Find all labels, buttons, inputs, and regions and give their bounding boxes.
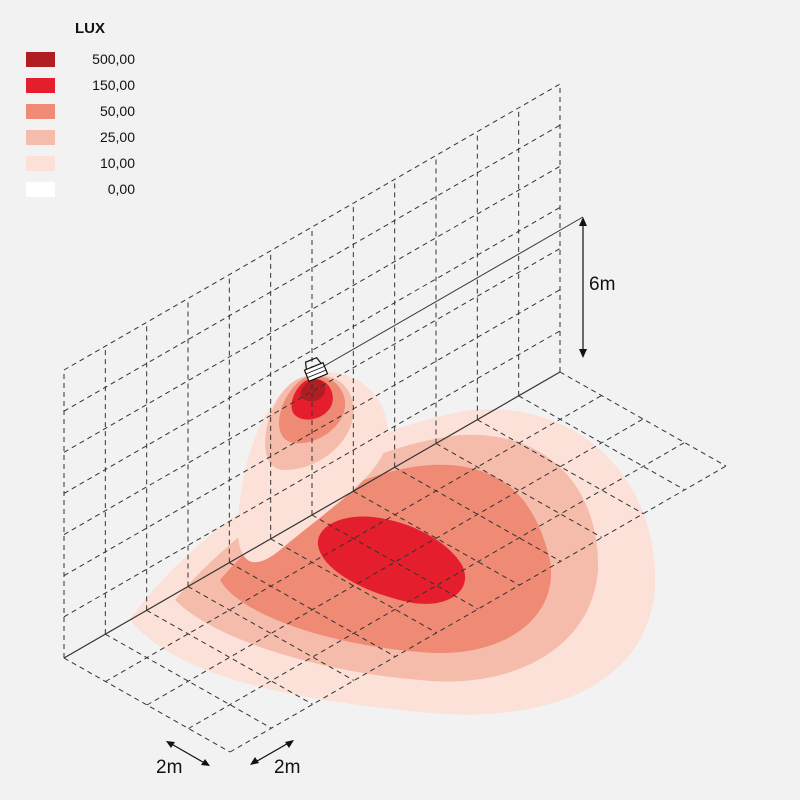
legend-label: 0,00 (107, 181, 135, 197)
height-label: 6m (589, 274, 615, 295)
floor-grid-line (559, 371, 727, 467)
wall-grid-line (63, 289, 561, 577)
grid-dimension-y (250, 740, 294, 765)
legend-item: 10,00 (26, 150, 146, 176)
floor-grid-line (435, 443, 603, 538)
wall-grid-line (63, 83, 561, 371)
wall-grid-line (63, 124, 561, 412)
floor-grid-line (229, 562, 396, 658)
wall-grid-line (63, 165, 561, 453)
wall-floor-edge (63, 371, 561, 659)
floor-grid-line (187, 586, 355, 681)
legend-swatch (26, 51, 55, 67)
legend-label: 50,00 (99, 103, 135, 119)
legend-swatch (26, 103, 55, 119)
wall-contour-500 (300, 379, 326, 402)
legend-item: 25,00 (26, 124, 146, 150)
floor-grid-line (311, 514, 479, 610)
floor-isolux (130, 409, 656, 715)
legend-title: LUX (75, 20, 105, 37)
legend-label: 500,00 (92, 51, 135, 67)
floor-grid-line (353, 490, 520, 586)
mounting-line (311, 216, 584, 374)
floor-grid-line (518, 395, 685, 491)
wall-grid-line (63, 248, 561, 536)
legend-label: 10,00 (99, 155, 135, 171)
floor-grid-line (146, 609, 313, 705)
legend-swatch (26, 155, 55, 171)
legend-item: 500,00 (26, 46, 146, 72)
floor-grid-line (188, 442, 685, 729)
legend-swatch (26, 181, 55, 197)
floor-grid-line (477, 419, 644, 515)
wall-isolux (237, 372, 389, 563)
wall-grid (63, 83, 561, 658)
wall-grid-line (63, 206, 561, 494)
floodlight-icon (303, 356, 329, 383)
legend-swatch (26, 77, 55, 93)
legend-item: 150,00 (26, 72, 146, 98)
floor-grid-line (146, 418, 644, 706)
legend-item: 0,00 (26, 176, 146, 202)
floor-grid-line (105, 395, 602, 682)
floor-grid-line (270, 538, 437, 634)
legend-label: 150,00 (92, 77, 135, 93)
grid-y-label: 2m (274, 757, 300, 778)
floor-grid (63, 371, 727, 753)
legend: LUX 500,00 150,00 50,00 25,00 10,00 0,00 (26, 20, 146, 202)
floor-grid-line (63, 657, 231, 753)
wall-grid-line (63, 330, 561, 618)
floor-grid-line (105, 633, 272, 729)
legend-label: 25,00 (99, 129, 135, 145)
height-dimension (579, 217, 587, 358)
grid-dimension-x (166, 741, 210, 766)
floor-grid-line (394, 466, 561, 562)
legend-item: 50,00 (26, 98, 146, 124)
floor-grid-line (229, 465, 727, 753)
grid-x-label: 2m (156, 757, 182, 778)
legend-swatch (26, 129, 55, 145)
